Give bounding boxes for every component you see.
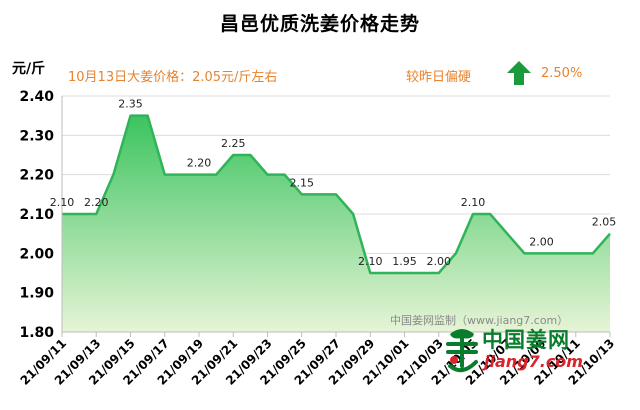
- data-label: 2.20: [84, 196, 109, 209]
- data-label: 2.05: [592, 216, 617, 229]
- data-label: 2.25: [221, 137, 246, 150]
- change-percent: 2.50%: [541, 66, 583, 81]
- y-tick-label: 1.80: [19, 325, 54, 341]
- data-label: 2.20: [187, 157, 212, 170]
- chart-title: 昌邑优质洗姜价格走势: [219, 13, 420, 35]
- series-line: [62, 114, 611, 275]
- y-tick-label: 2.20: [19, 168, 54, 184]
- up-arrow-icon: [507, 61, 531, 85]
- ginger-logo-icon: [446, 329, 478, 373]
- data-label: 2.35: [118, 98, 143, 111]
- series-area-fill: [62, 115, 610, 333]
- logo-name: 中国姜网: [482, 328, 570, 352]
- y-tick-label: 2.10: [19, 207, 54, 223]
- data-label: 2.00: [427, 255, 452, 268]
- data-label: 2.00: [529, 235, 554, 248]
- compare-note: 较昨日偏硬: [406, 70, 472, 85]
- watermark-text: 中国姜网监制（www.jiang7.com）: [390, 314, 569, 327]
- logo-url: jiang7.com: [484, 352, 583, 371]
- y-axis-unit: 元/斤: [12, 61, 46, 77]
- data-label: 2.10: [461, 196, 486, 209]
- y-tick-label: 2.30: [19, 128, 54, 144]
- data-label: 2.10: [358, 255, 383, 268]
- y-tick-label: 2.40: [19, 89, 54, 105]
- y-tick-label: 2.00: [19, 246, 54, 262]
- data-label: 2.10: [50, 196, 75, 209]
- price-note: 10月13日大姜价格：2.05元/斤左右: [68, 70, 278, 85]
- data-label: 2.15: [290, 176, 315, 189]
- data-label: 1.95: [392, 255, 417, 268]
- y-tick-label: 1.90: [19, 286, 54, 302]
- site-logo: 中国姜网 jiang7.com: [442, 322, 632, 380]
